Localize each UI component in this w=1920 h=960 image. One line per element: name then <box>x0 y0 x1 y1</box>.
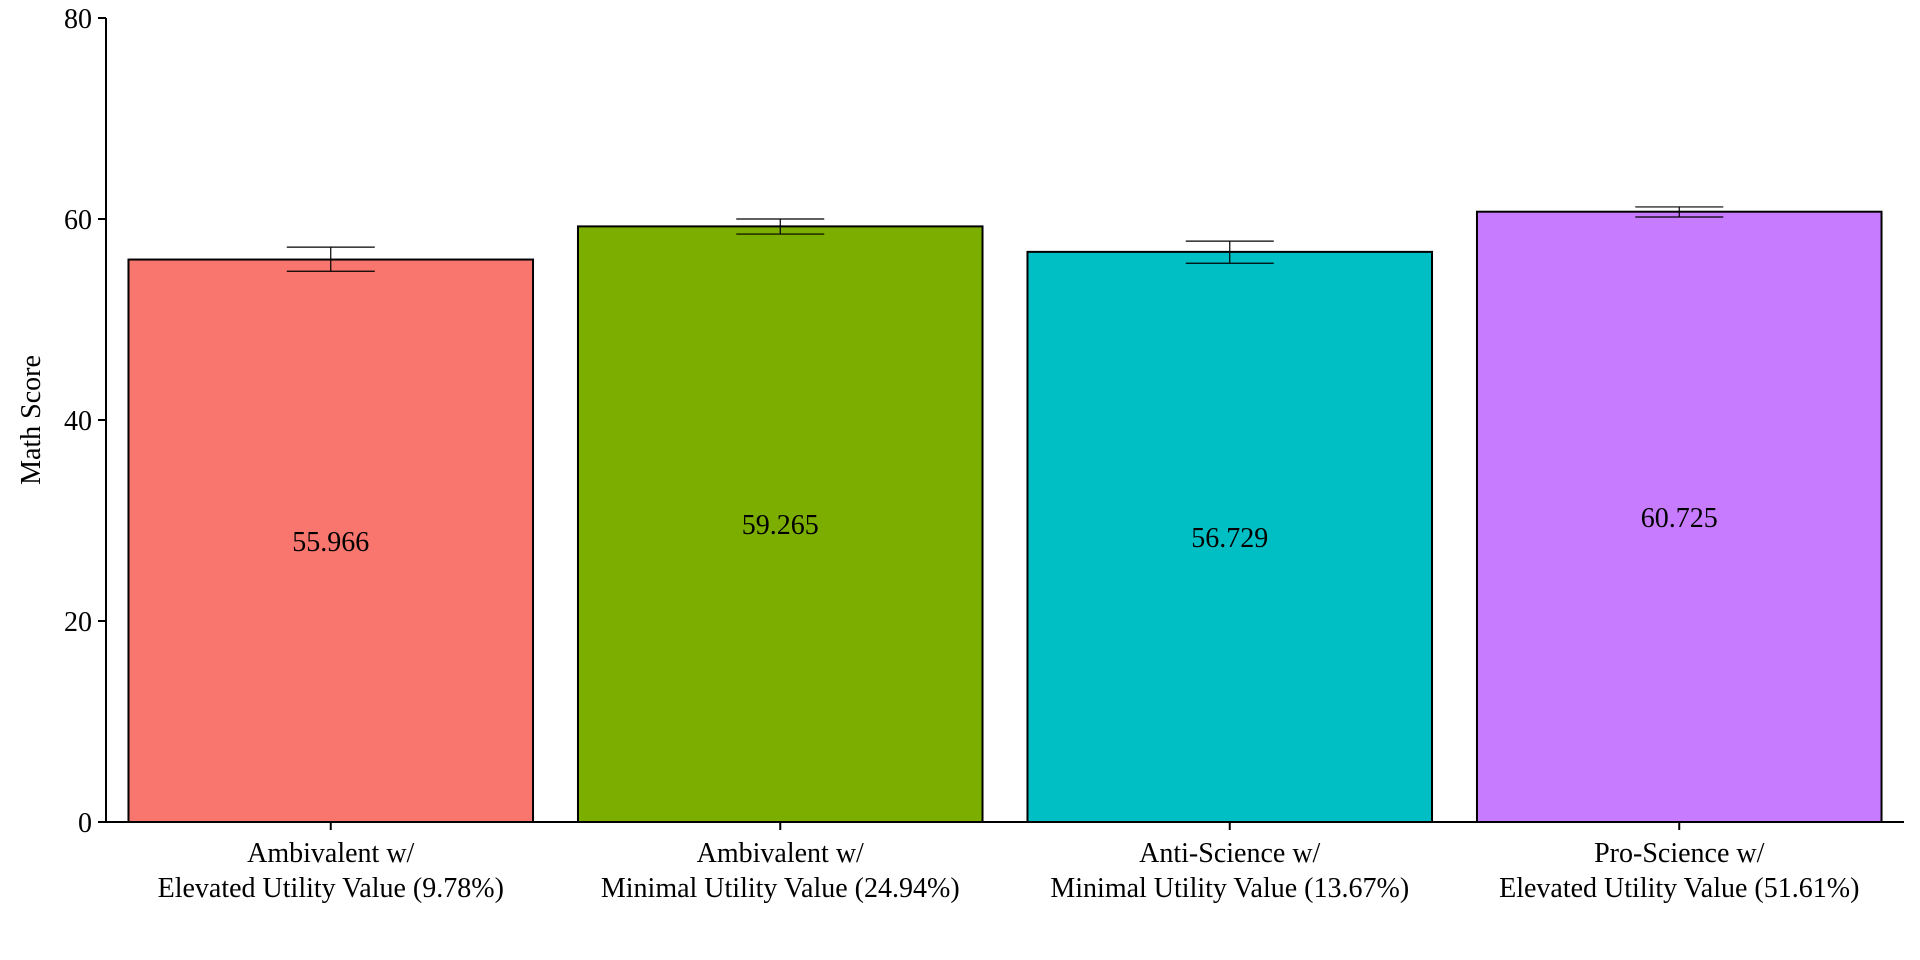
value-label-2: 59.265 <box>742 510 819 541</box>
x-tick-label-4-line-1: Pro-Science w/ <box>1594 838 1765 869</box>
y-tick-label: 60 <box>64 205 92 236</box>
y-tick-label: 20 <box>64 607 92 638</box>
x-tick-label-3-line-1: Anti-Science w/ <box>1139 838 1320 869</box>
x-tick-label-2-line-1: Ambivalent w/ <box>697 838 864 869</box>
bar-4 <box>1475 210 1883 823</box>
y-ticks-group: 0 20 40 60 80 <box>64 4 106 839</box>
x-tick-label-4-line-2: Elevated Utility Value (51.61%) <box>1499 873 1859 904</box>
x-tick-label-1-line-1: Ambivalent w/ <box>247 838 414 869</box>
error-bar-1 <box>286 246 375 272</box>
x-tick-label-3-line-2: Minimal Utility Value (13.67%) <box>1050 873 1409 904</box>
error-bar-3 <box>1185 240 1274 264</box>
error-bars-group <box>286 206 1724 272</box>
bar-1 <box>127 258 535 823</box>
y-tick-label: 0 <box>78 808 92 839</box>
value-label-1: 55.966 <box>292 527 369 558</box>
bar-2 <box>576 225 984 823</box>
value-labels-group: 55.966 59.265 56.729 60.725 <box>292 503 1718 558</box>
error-bar-4 <box>1635 206 1724 218</box>
value-label-4: 60.725 <box>1641 503 1718 534</box>
x-tick-label-2-line-2: Minimal Utility Value (24.94%) <box>601 873 960 904</box>
y-tick-label: 80 <box>64 4 92 35</box>
x-ticks-group: Ambivalent w/Elevated Utility Value (9.7… <box>158 822 1859 904</box>
bars-group <box>127 210 1883 824</box>
y-tick-label: 40 <box>64 406 92 437</box>
value-label-3: 56.729 <box>1191 523 1268 554</box>
error-bar-2 <box>736 218 825 235</box>
x-tick-label-1-line-2: Elevated Utility Value (9.78%) <box>158 873 504 904</box>
y-axis-title: Math Score <box>16 355 47 485</box>
